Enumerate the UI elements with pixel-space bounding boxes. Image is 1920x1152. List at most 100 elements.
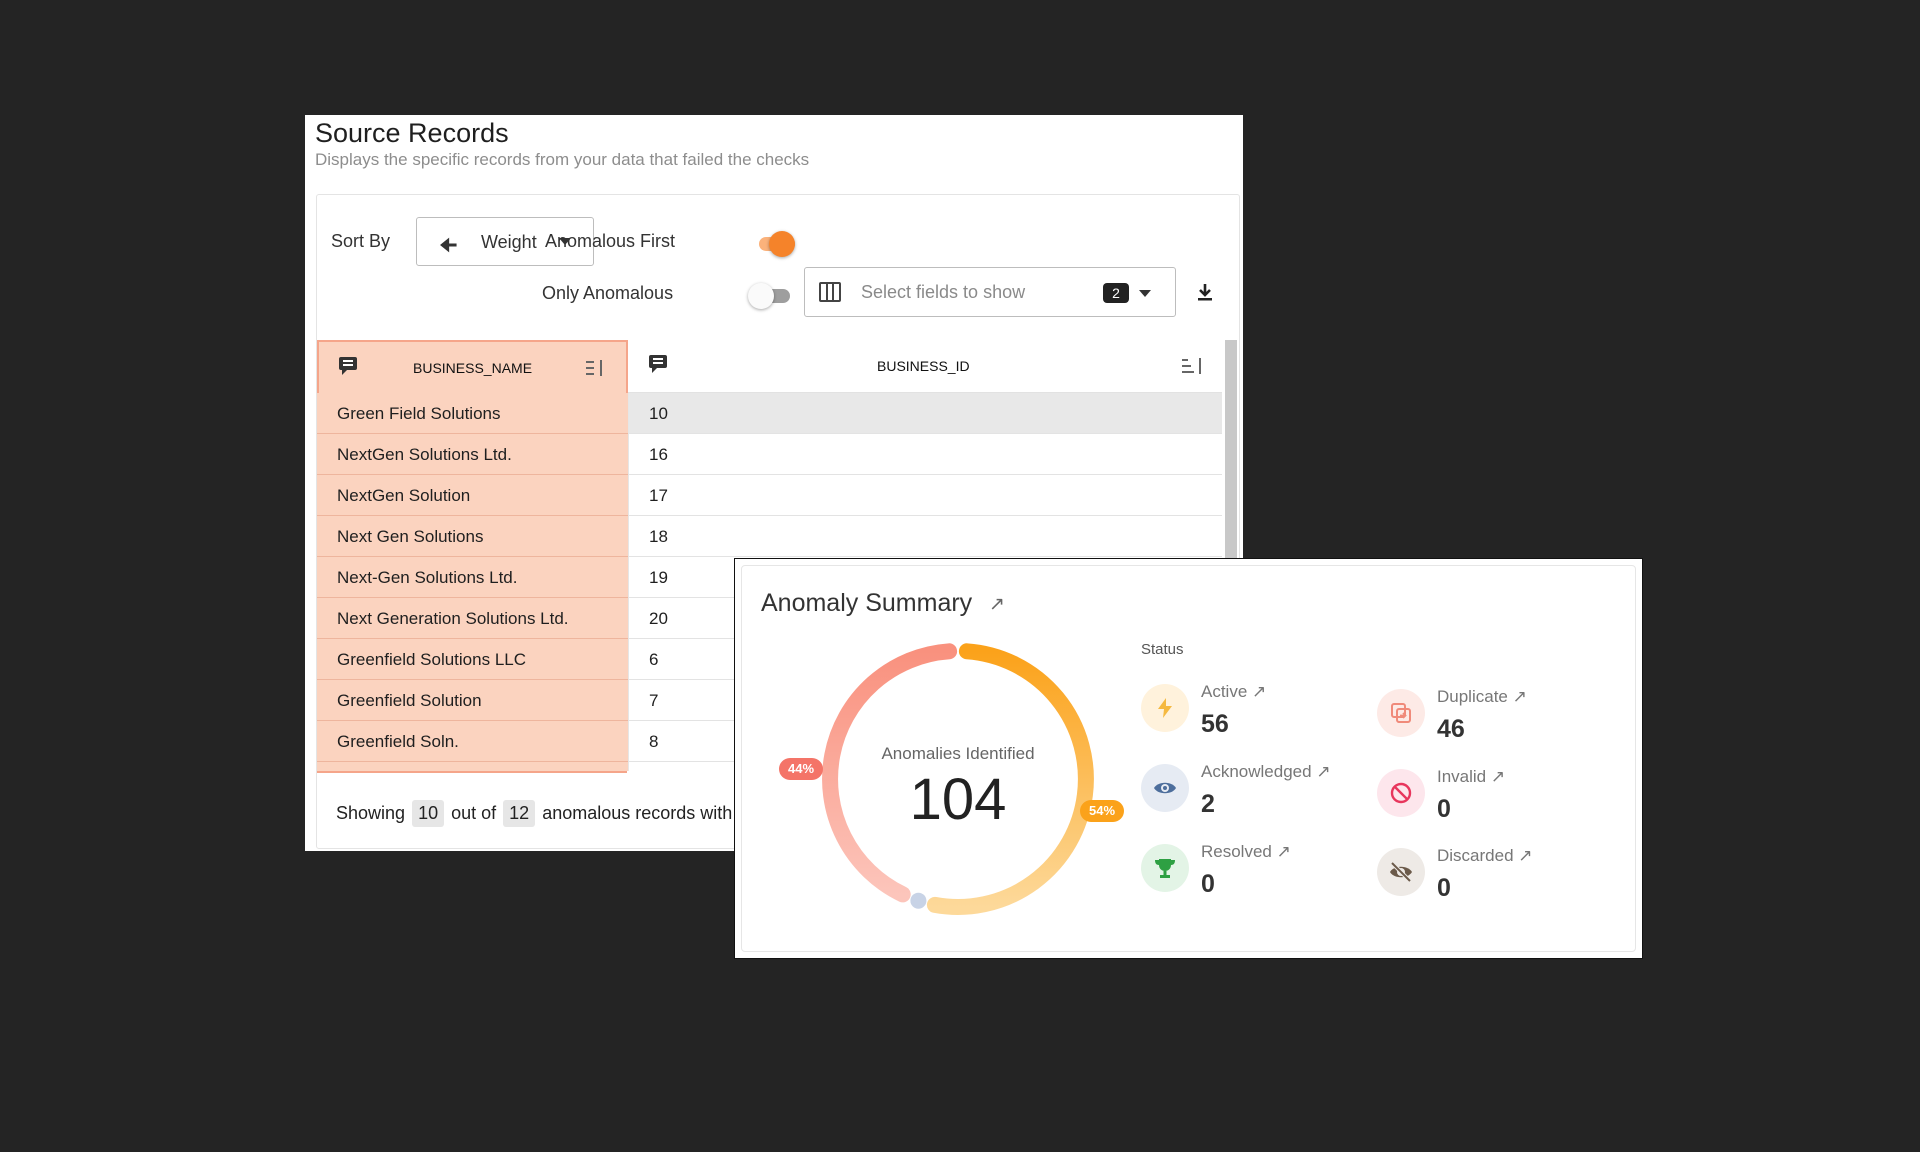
status-label: Acknowledged <box>1201 762 1312 781</box>
anomaly-summary-title[interactable]: Anomaly Summary <box>761 589 973 617</box>
status-label: Resolved <box>1201 842 1272 861</box>
status-label: Invalid <box>1437 767 1487 786</box>
lightning-icon <box>1141 684 1189 732</box>
status-value: 0 <box>1437 874 1451 902</box>
status-label: Duplicate <box>1437 687 1508 706</box>
donut-segment-other <box>910 892 927 909</box>
center-label: Anomalies Identified <box>881 744 1035 763</box>
column-header-business-name[interactable]: BUSINESS_NAME <box>317 340 628 393</box>
external-link-icon[interactable]: ↗ <box>1490 767 1506 786</box>
column-header-business-id[interactable]: BUSINESS_ID <box>628 340 1222 393</box>
status-invalid[interactable]: Invalid ↗ 0 <box>1377 767 1587 827</box>
sort-by-label: Sort By <box>331 231 391 251</box>
external-link-icon[interactable]: ↗ <box>989 594 1005 615</box>
sort-descending-icon[interactable] <box>1182 356 1206 378</box>
source-records-subtitle: Displays the specific records from your … <box>315 150 810 169</box>
status-duplicate[interactable]: Duplicate ↗ 46 <box>1377 687 1587 747</box>
duplicate-icon <box>1377 689 1425 737</box>
cell-business-name: Green Field Solutions <box>317 393 628 434</box>
cell-business-name: Greenfield Solutions LLC <box>317 639 628 680</box>
donut-segment-duplicate <box>822 643 958 903</box>
status-value: 56 <box>1201 710 1229 738</box>
cell-business-name <box>317 762 628 771</box>
source-records-title: Source Records <box>315 118 509 148</box>
columns-icon <box>819 282 841 302</box>
eye-off-icon <box>1377 848 1425 896</box>
sort-by-dropdown[interactable]: 🠈 Weight <box>416 217 594 266</box>
cell-business-name: Next Gen Solutions <box>317 516 628 557</box>
records-footer: Showing 10 out of 12 anomalous records w… <box>336 800 732 827</box>
status-acknowledged[interactable]: Acknowledged ↗ 2 <box>1141 762 1351 822</box>
external-link-icon[interactable]: ↗ <box>1518 846 1533 865</box>
cell-business-name: Greenfield Soln. <box>317 721 628 762</box>
anomaly-summary-card <box>741 565 1636 952</box>
anomalous-first-toggle[interactable] <box>753 231 795 257</box>
table-row[interactable]: Next Gen Solutions 18 <box>317 516 1222 557</box>
sort-value: Weight <box>481 232 537 252</box>
trophy-icon <box>1141 844 1189 892</box>
cell-business-name: Next-Gen Solutions Ltd. <box>317 557 628 598</box>
external-link-icon[interactable]: ↗ <box>1276 842 1291 861</box>
records-table: BUSINESS_NAME BUSINESS_ID Green Field So… <box>317 340 1222 771</box>
anomalous-first-label: Anomalous First <box>545 231 676 251</box>
external-link-icon[interactable]: ↗ <box>1252 682 1267 701</box>
cell-business-name: NextGen Solution <box>317 475 628 516</box>
table-row[interactable]: Greenfield Solution 7 <box>317 680 1222 721</box>
cell-business-id: 17 <box>628 475 1222 516</box>
cell-business-name: Greenfield Solution <box>317 680 628 721</box>
cell-business-id <box>628 762 1222 771</box>
donut-segment-active <box>926 643 1094 915</box>
fields-placeholder: Select fields to show <box>861 282 1026 302</box>
toggle-knob <box>769 231 795 257</box>
status-label: Active <box>1201 682 1248 701</box>
comment-icon[interactable] <box>649 355 667 373</box>
only-anomalous-toggle[interactable] <box>748 283 790 309</box>
cell-business-id: 18 <box>628 516 1222 557</box>
table-row[interactable]: Greenfield Soln. 8 <box>317 721 1222 762</box>
source-records-panel: Source Records Displays the specific rec… <box>305 115 1243 851</box>
anomaly-summary-panel: Anomaly Summary ↗ Anomalies Identified 1… <box>734 558 1643 959</box>
status-heading: Status <box>1141 641 1184 658</box>
sort-icon[interactable] <box>586 358 610 380</box>
table-row[interactable] <box>317 762 1222 771</box>
total-anomalies: 104 <box>909 767 1007 832</box>
eye-icon <box>1141 764 1189 812</box>
status-value: 0 <box>1201 870 1215 898</box>
table-row[interactable]: Green Field Solutions 10 <box>317 393 1222 434</box>
source-records-card: Sort By 🠈 Weight Anomalous First Only An… <box>316 194 1240 849</box>
table-row[interactable]: Next Generation Solutions Ltd. 20 <box>317 598 1222 639</box>
toggle-knob <box>748 283 774 309</box>
arrow-left-icon[interactable]: 🠈 <box>439 235 458 257</box>
external-link-icon[interactable]: ↗ <box>1316 762 1331 781</box>
status-value: 46 <box>1437 715 1465 743</box>
shown-count: 10 <box>412 800 445 827</box>
highlight-border <box>317 771 627 773</box>
status-value: 2 <box>1201 790 1215 818</box>
status-value: 0 <box>1437 795 1451 823</box>
fields-count-badge: 2 <box>1103 283 1129 303</box>
external-link-icon[interactable]: ↗ <box>1512 687 1527 706</box>
comment-icon[interactable] <box>339 357 357 375</box>
table-row[interactable]: Next-Gen Solutions Ltd. 19 <box>317 557 1222 598</box>
status-resolved[interactable]: Resolved ↗ 0 <box>1141 842 1351 902</box>
only-anomalous-label: Only Anomalous <box>542 283 674 303</box>
download-icon[interactable] <box>1195 282 1215 302</box>
chevron-down-icon <box>559 238 571 245</box>
chevron-down-icon <box>1139 290 1151 297</box>
total-count: 12 <box>503 800 536 827</box>
fields-select[interactable]: Select fields to show 2 <box>804 267 1176 317</box>
status-discarded[interactable]: Discarded ↗ 0 <box>1377 846 1587 906</box>
cell-business-name: Next Generation Solutions Ltd. <box>317 598 628 639</box>
table-row[interactable]: NextGen Solutions Ltd. 16 <box>317 434 1222 475</box>
anomaly-donut-chart: Anomalies Identified 104 44% 54% <box>779 634 1125 924</box>
cell-business-id: 16 <box>628 434 1222 475</box>
donut-svg <box>822 643 1094 915</box>
cell-business-id: 10 <box>628 393 1222 434</box>
cell-business-name: NextGen Solutions Ltd. <box>317 434 628 475</box>
right-percent-badge: 54% <box>1080 800 1125 822</box>
column-name: BUSINESS_NAME <box>413 360 533 376</box>
status-active[interactable]: Active ↗ 56 <box>1141 682 1351 742</box>
table-row[interactable]: NextGen Solution 17 <box>317 475 1222 516</box>
column-name: BUSINESS_ID <box>877 358 970 374</box>
status-label: Discarded <box>1437 846 1514 865</box>
